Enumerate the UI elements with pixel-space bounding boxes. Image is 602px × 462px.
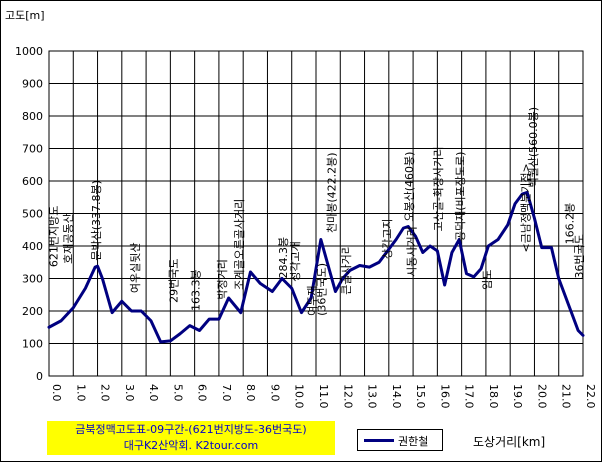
grid-lines bbox=[48, 50, 584, 377]
x-tick-label: 15.0 bbox=[414, 384, 427, 409]
x-tick-label: 14.0 bbox=[390, 384, 403, 409]
annotation-label: 공덕재(비포장도로) bbox=[454, 152, 467, 242]
y-tick-label: 700 bbox=[22, 143, 43, 156]
x-tick-label: 13.0 bbox=[366, 384, 379, 409]
title-box: 금북정맥고도표-09구간-(621번지방도-36번국도) 대구K2산악회. K2… bbox=[47, 421, 335, 455]
annotation-label: 여우실뒷산 bbox=[129, 243, 142, 294]
y-tick-label: 1000 bbox=[15, 45, 43, 58]
y-tick-label: 600 bbox=[22, 175, 43, 188]
annotation-label: 조계골오른골사거리 bbox=[233, 199, 246, 290]
annotation-label: 284.3봉 bbox=[277, 237, 290, 279]
annotation-label: 고산골-화장사거리 bbox=[432, 146, 445, 231]
x-tick-label: 20.0 bbox=[535, 384, 548, 409]
x-tick-label: 3.0 bbox=[123, 384, 136, 402]
y-tick-label: 800 bbox=[22, 110, 43, 123]
x-axis-label: 도상거리[km] bbox=[473, 435, 546, 449]
x-tick-label: 7.0 bbox=[220, 384, 233, 402]
annotation-label: <금남정맥분기점> bbox=[520, 163, 533, 252]
annotation-label: 163.3봉 bbox=[189, 269, 202, 311]
annotation-label: 166.2봉 bbox=[563, 203, 576, 245]
x-tick-labels: 0.0 1.0 2.0 3.0 4.0 5.0 6.0 7.0 8.0 9.0 10.0 11.0 12… bbox=[50, 384, 597, 409]
x-tick-label: 22.0 bbox=[584, 384, 597, 409]
legend: 권한철 bbox=[357, 429, 443, 451]
chart-subtitle: 대구K2산악회. K2tour.com bbox=[123, 439, 259, 452]
y-tick-label: 300 bbox=[22, 273, 43, 286]
x-tick-label: 5.0 bbox=[171, 384, 184, 402]
chart-title: 금북정맥고도표-09구간-(621번지방도-36번국도) bbox=[75, 423, 307, 436]
x-tick-label: 1.0 bbox=[74, 384, 87, 402]
x-tick-label: 12.0 bbox=[341, 384, 354, 409]
annotation-label: 오봉산(460봉) bbox=[403, 152, 416, 222]
annotation-label: 호재공동산 bbox=[62, 213, 75, 264]
y-tick-label: 400 bbox=[22, 240, 43, 253]
series-layer bbox=[47, 190, 585, 344]
x-tick-label: 17.0 bbox=[463, 384, 476, 409]
x-tick-label: 10.0 bbox=[293, 384, 306, 409]
y-tick-label: 200 bbox=[22, 305, 43, 318]
x-tick-label: 9.0 bbox=[268, 384, 281, 402]
annotation-layer: 621번지방도 호재공동산 문박산(337.8봉) 여우실뒷산 29번국도 163.3봉 박… bbox=[47, 107, 586, 316]
annotation-label: 백월산(560.0봉) bbox=[527, 107, 540, 188]
y-axis-label: 고도[m] bbox=[5, 9, 45, 22]
y-tick-label: 0 bbox=[36, 370, 43, 383]
annotation-label: 천마봉(422.2봉) bbox=[324, 152, 338, 233]
y-tick-labels: 0 100 200 300 400 500 600 700 800 900 1000 bbox=[15, 45, 43, 383]
legend-label: 권한철 bbox=[398, 435, 429, 448]
x-tick-label: 8.0 bbox=[244, 384, 257, 402]
annotation-label: 큰골사거리 bbox=[340, 244, 353, 295]
series-line bbox=[47, 190, 585, 344]
x-tick-label: 19.0 bbox=[511, 384, 524, 409]
y-tick-label: 500 bbox=[22, 208, 43, 221]
annotation-label: 상각고지 bbox=[381, 219, 394, 259]
annotation-label: 621번지방도 bbox=[47, 206, 60, 267]
x-tick-label: 2.0 bbox=[99, 384, 112, 402]
x-tick-label: 18.0 bbox=[487, 384, 500, 408]
y-tick-label: 100 bbox=[22, 338, 43, 351]
x-tick-label: 4.0 bbox=[147, 384, 160, 402]
annotation-label: 문박산(337.8봉) bbox=[90, 180, 103, 261]
x-tick-label: 6.0 bbox=[196, 384, 209, 402]
plot-area-border bbox=[48, 50, 584, 377]
axes bbox=[48, 50, 584, 377]
annotation-label: 박정거리 bbox=[216, 259, 229, 299]
annotation-label: 여두재 bbox=[306, 286, 319, 316]
x-tick-label: 21.0 bbox=[560, 384, 573, 409]
annotation-label: 성각고개 bbox=[289, 241, 302, 281]
annotation-label: (36번국도) bbox=[316, 263, 329, 316]
legend-swatch bbox=[364, 439, 394, 442]
annotation-label: 임도 bbox=[481, 270, 494, 290]
x-tick-label: 11.0 bbox=[317, 384, 330, 409]
x-tick-label: 0.0 bbox=[50, 384, 63, 402]
annotation-label: 시동사거리 bbox=[406, 226, 419, 277]
annotation-label: 36번국도 bbox=[573, 234, 586, 278]
annotation-label: 29번국도 bbox=[168, 259, 181, 303]
y-tick-label: 900 bbox=[22, 78, 43, 91]
x-tick-label: 16.0 bbox=[438, 384, 451, 409]
